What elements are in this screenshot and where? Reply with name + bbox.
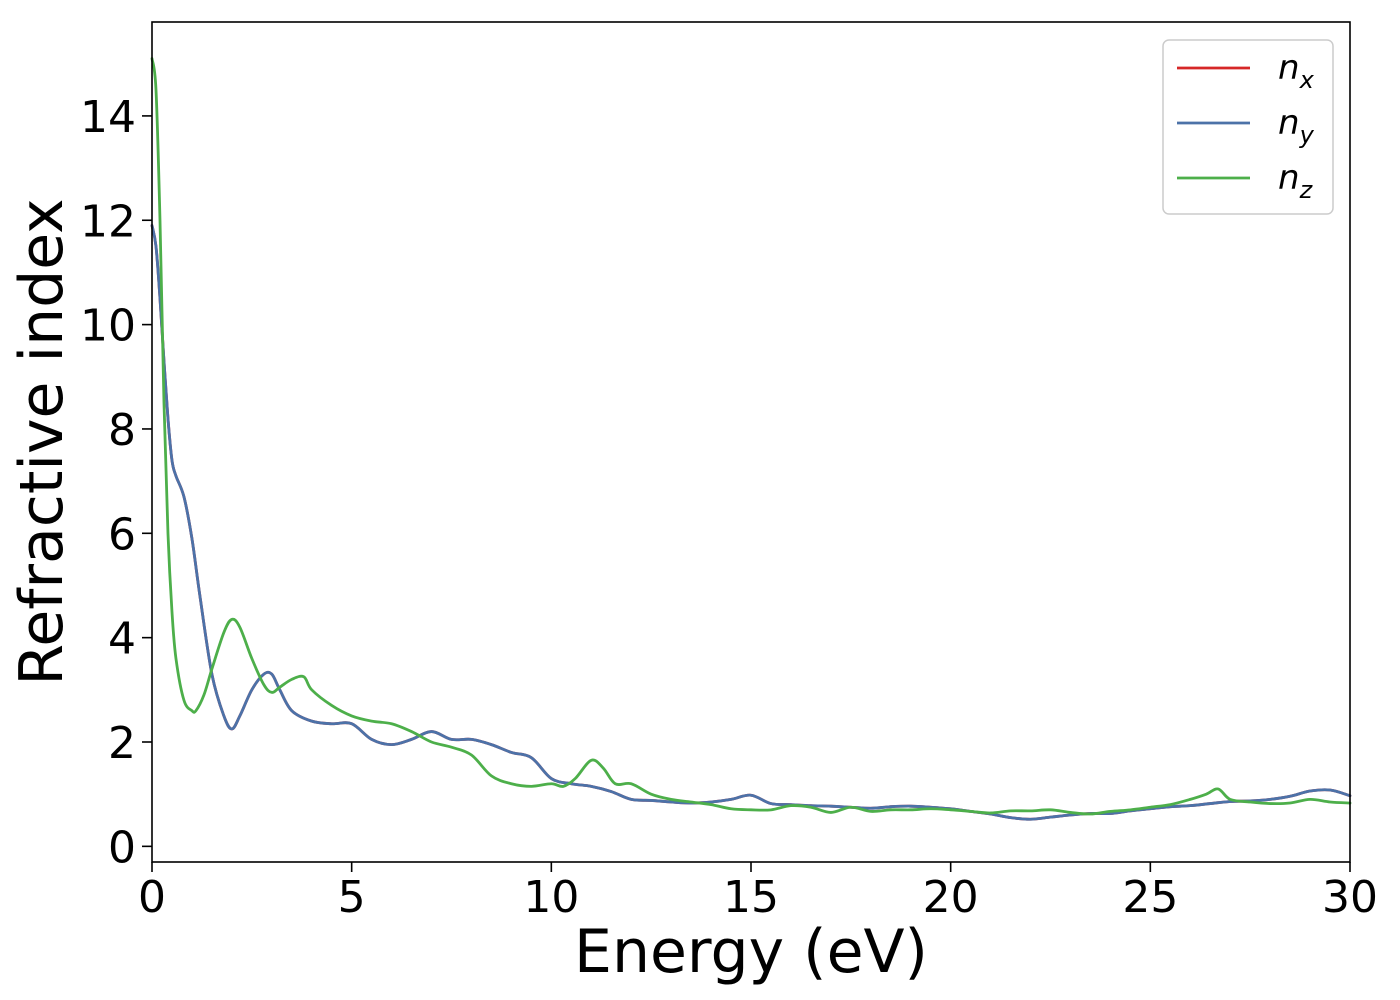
y-axis: 0 2 4 6 8 10 12 14	[80, 92, 152, 873]
y-tick-label: 0	[108, 822, 136, 873]
x-tick-label: 30	[1322, 872, 1378, 923]
x-tick-label: 5	[338, 872, 366, 923]
x-tick-label: 25	[1122, 872, 1178, 923]
legend-label-subscript: y	[1299, 121, 1315, 149]
legend-box	[1162, 39, 1334, 215]
legend-label-base: n	[1278, 48, 1300, 88]
y-tick-label: 6	[108, 509, 136, 560]
legend-label-subscript: x	[1299, 66, 1315, 94]
y-tick-label: 10	[80, 301, 136, 352]
y-tick-label: 14	[80, 92, 136, 143]
x-tick-label: 20	[923, 872, 979, 923]
y-axis-label: Refractive index	[7, 198, 77, 685]
y-tick-label: 2	[108, 718, 136, 769]
plot-background	[152, 22, 1350, 862]
x-tick-label: 0	[138, 872, 166, 923]
x-tick-label: 15	[723, 872, 779, 923]
y-tick-label: 12	[80, 196, 136, 247]
legend-label-base: n	[1278, 158, 1300, 198]
x-axis: 0 5 10 15 20 25 30	[138, 862, 1378, 923]
x-tick-label: 10	[523, 872, 579, 923]
series-line-nz	[150, 57, 1352, 816]
legend-label-base: n	[1278, 103, 1300, 143]
y-tick-label: 4	[108, 614, 136, 665]
legend-label-ny: ny	[1278, 103, 1315, 149]
legend-label-subscript: z	[1299, 176, 1314, 204]
y-tick-label: 8	[108, 405, 136, 456]
legend-label-nz: nz	[1278, 158, 1314, 204]
series-layer	[150, 57, 1352, 821]
series-line-ny	[150, 224, 1352, 821]
legend-label-nx: nx	[1278, 48, 1315, 94]
x-axis-label: Energy (eV)	[574, 917, 928, 987]
